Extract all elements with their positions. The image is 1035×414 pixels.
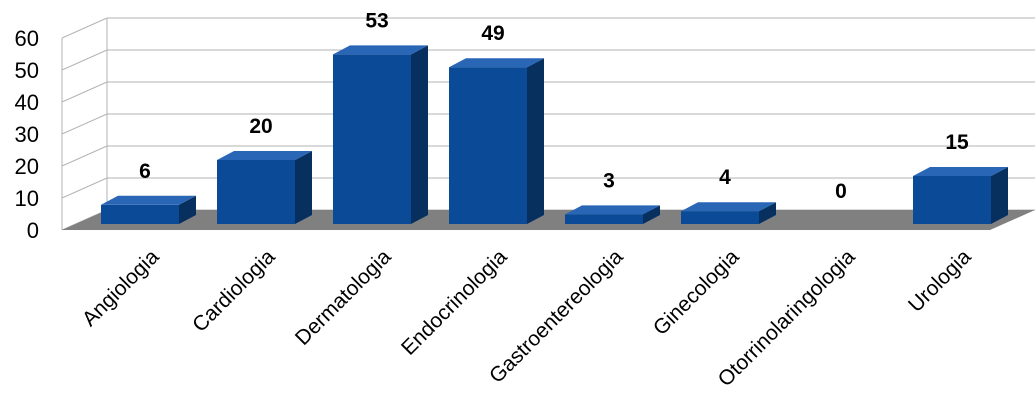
y-tick-label: 60 xyxy=(15,26,39,51)
bar-side xyxy=(759,202,776,224)
y-tick-label: 0 xyxy=(27,218,39,243)
chart-floor xyxy=(62,210,1035,230)
data-labels: 6 20 53 49 3 4 0 15 xyxy=(139,9,969,203)
x-category-label: Urologia xyxy=(904,245,976,317)
data-label: 53 xyxy=(365,9,388,32)
bar xyxy=(101,195,196,224)
floor-plane xyxy=(62,210,1035,230)
data-label: 0 xyxy=(835,180,847,203)
bars-layer xyxy=(101,45,1008,225)
x-axis-categories: Angiologia Cardiologia Dermatologia Endocri… xyxy=(78,245,976,391)
bar xyxy=(565,205,660,224)
bar-side xyxy=(991,167,1008,224)
x-category-label: Ginecologia xyxy=(649,245,744,340)
bar-top xyxy=(217,151,312,160)
gridline-side xyxy=(61,113,108,135)
y-tick-label: 10 xyxy=(15,186,39,211)
bar-top xyxy=(101,195,196,205)
bar-top xyxy=(333,45,428,55)
y-tick-label: 30 xyxy=(15,122,39,147)
x-category-label: Angiologia xyxy=(78,245,164,331)
data-label: 6 xyxy=(139,160,151,183)
data-label: 20 xyxy=(249,115,272,138)
gridline-side xyxy=(61,177,108,199)
bar-side xyxy=(295,151,312,224)
gridline-side xyxy=(61,81,108,103)
bar-side xyxy=(411,45,428,225)
y-tick-label: 20 xyxy=(15,154,39,179)
data-label: 3 xyxy=(603,169,615,192)
bar-front xyxy=(333,54,411,225)
bar-front xyxy=(449,67,527,224)
grid-layer xyxy=(61,17,1035,231)
bar xyxy=(217,151,312,224)
gridline-side xyxy=(61,49,108,71)
bar-side xyxy=(643,205,660,224)
bar xyxy=(681,202,776,224)
x-category-label: Cardiologia xyxy=(188,245,280,337)
data-label: 15 xyxy=(945,131,969,154)
y-axis-ticks: 0 10 20 30 40 50 60 xyxy=(15,26,39,243)
y-tick-label: 40 xyxy=(15,90,39,115)
bar-front xyxy=(681,211,759,224)
bar-side xyxy=(527,58,544,225)
data-label: 4 xyxy=(719,166,731,189)
x-category-label: Endocrinologia xyxy=(397,245,512,360)
y-tick-label: 50 xyxy=(15,58,39,83)
data-label: 49 xyxy=(481,22,504,45)
bar-front xyxy=(913,176,991,224)
gridline-side xyxy=(61,145,108,167)
bar xyxy=(449,58,544,225)
bar-top xyxy=(565,205,660,215)
bar-side xyxy=(179,195,196,224)
bar-front xyxy=(217,160,295,224)
bar-front xyxy=(565,214,643,224)
bar-top xyxy=(681,202,776,212)
bar xyxy=(333,45,428,225)
bar-top xyxy=(449,58,544,68)
bar-front xyxy=(101,204,179,224)
bar xyxy=(913,167,1008,224)
bar-top xyxy=(913,167,1008,176)
gridline-side xyxy=(61,17,108,39)
x-category-label: Dermatologia xyxy=(291,245,396,350)
